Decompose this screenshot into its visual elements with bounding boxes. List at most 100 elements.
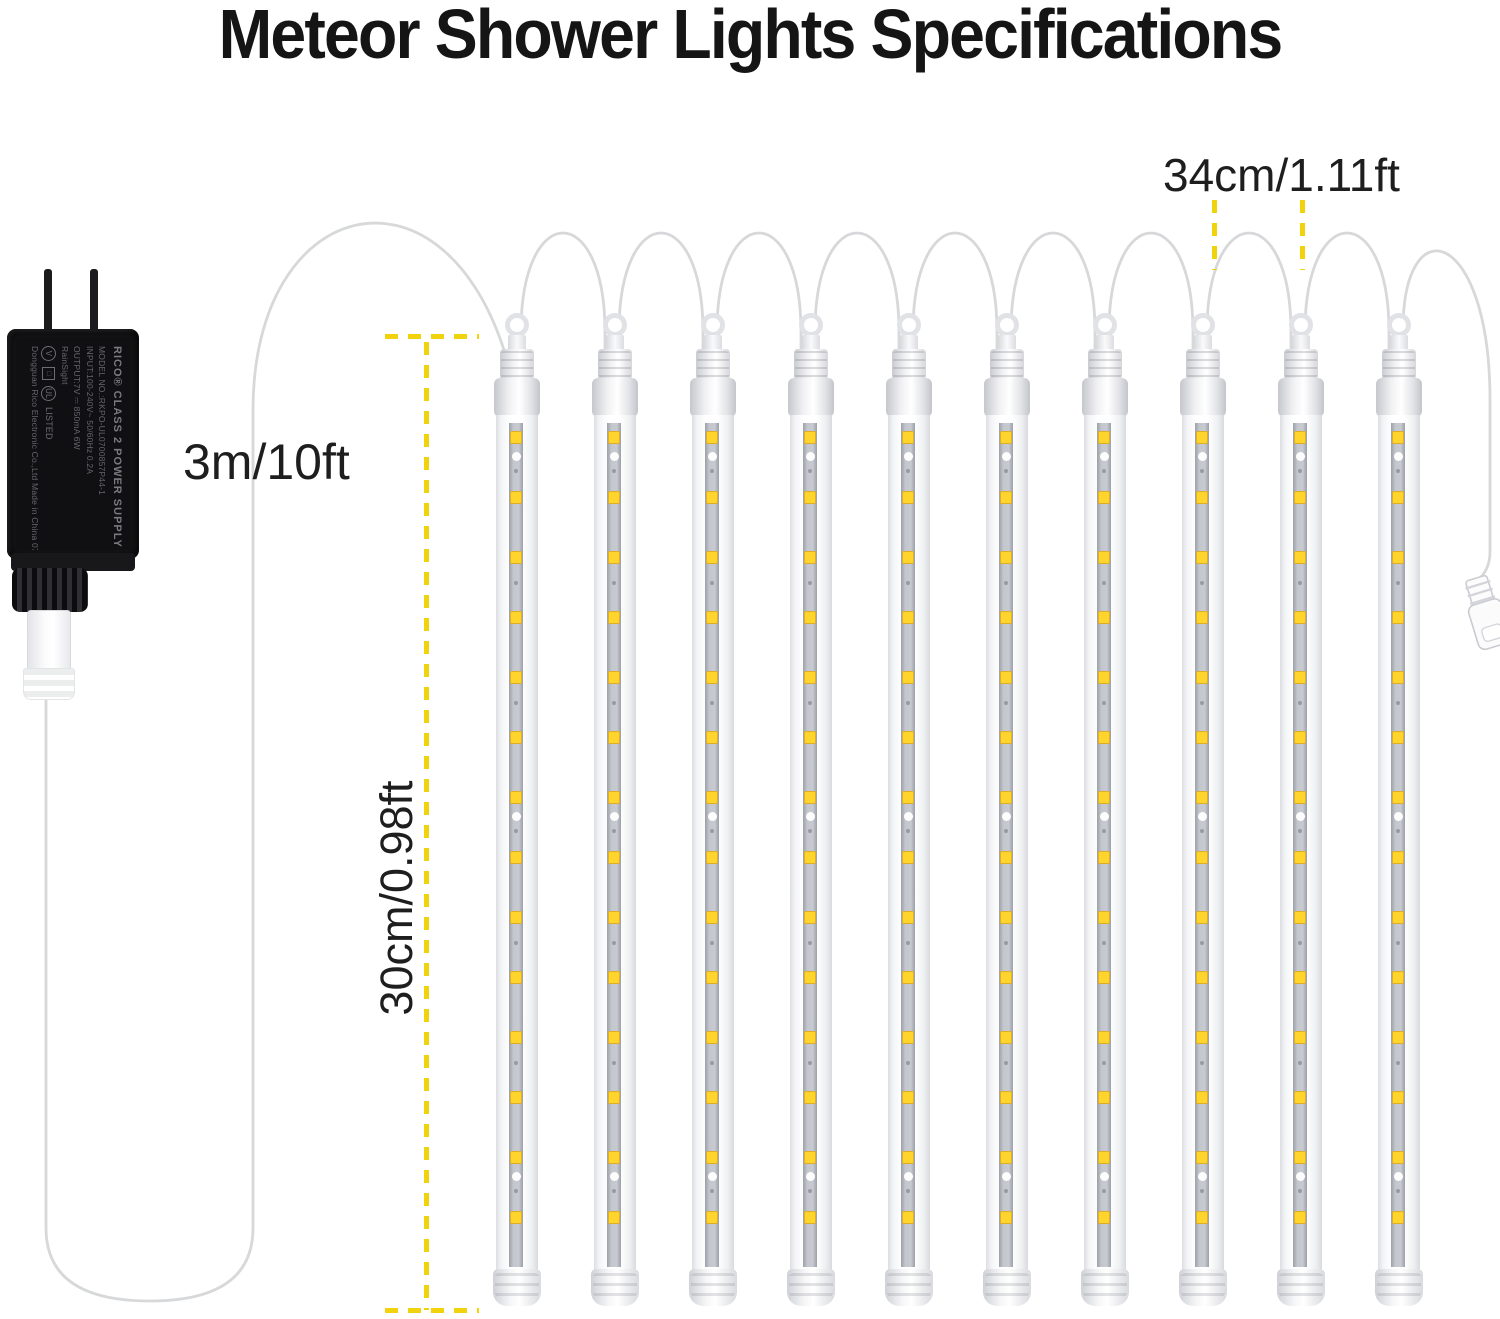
strip-hole-dot <box>805 812 815 821</box>
led-chip <box>608 1031 620 1044</box>
led-chip <box>804 911 816 924</box>
led-chip <box>1392 1211 1404 1224</box>
strip-hole-dot <box>707 1172 717 1181</box>
led-chip <box>1392 851 1404 864</box>
strip-hole-dot <box>1099 812 1109 821</box>
led-chip <box>804 851 816 864</box>
strip-rivet-dot <box>710 701 714 705</box>
led-chip <box>1196 611 1208 624</box>
strip-rivet-dot <box>1004 701 1008 705</box>
strip-hole-dot <box>1393 452 1403 461</box>
strip-hole-dot <box>1197 812 1207 821</box>
tube-collar <box>1180 378 1226 417</box>
led-chip <box>902 971 914 984</box>
strip-rivet-dot <box>808 701 812 705</box>
adapter-line: INPUT:100-240V~ 50/60Hz 0.2A <box>84 346 95 475</box>
adapter-footer-line: Dongguan Rico Electronic Co.,Ltd Made in… <box>29 346 40 550</box>
led-chip <box>1000 971 1012 984</box>
length-dimension-line <box>424 342 429 1310</box>
hanging-hook-ring <box>505 313 529 337</box>
ul-listed-caption: LISTED <box>43 407 54 440</box>
led-chip <box>706 1151 718 1164</box>
led-chip <box>608 731 620 744</box>
led-chip <box>510 671 522 684</box>
led-chip <box>1098 551 1110 564</box>
led-chip <box>1392 431 1404 444</box>
strip-rivet-dot <box>1298 701 1302 705</box>
strip-rivet-dot <box>1004 1061 1008 1065</box>
strip-rivet-dot <box>1396 701 1400 705</box>
tube-cap <box>1382 349 1416 380</box>
strip-hole-dot <box>609 452 619 461</box>
strip-rivet-dot <box>612 1061 616 1065</box>
led-chip <box>1294 851 1306 864</box>
led-chip <box>1294 971 1306 984</box>
strip-rivet-dot <box>1200 1189 1204 1193</box>
led-chip <box>1000 791 1012 804</box>
led-chip <box>1392 911 1404 924</box>
strip-rivet-dot <box>808 829 812 833</box>
led-chip <box>1196 1151 1208 1164</box>
strip-rivet-dot <box>1102 469 1106 473</box>
tube-length-label: 30cm/0.98ft <box>371 780 422 1016</box>
tube-bottom-cap <box>493 1269 541 1306</box>
strip-hole-dot <box>511 1172 521 1181</box>
strip-rivet-dot <box>1396 581 1400 585</box>
strip-rivet-dot <box>808 941 812 945</box>
strip-hole-dot <box>1197 1172 1207 1181</box>
wire-path <box>44 221 1492 1303</box>
led-chip <box>1000 431 1012 444</box>
tube-bottom-cap <box>1081 1269 1129 1306</box>
led-chip <box>1294 1211 1306 1224</box>
strip-rivet-dot <box>1004 469 1008 473</box>
led-chip <box>902 791 914 804</box>
tube-cap <box>794 349 828 380</box>
led-chip <box>1392 611 1404 624</box>
strip-hole-dot <box>707 812 717 821</box>
led-chip <box>1000 491 1012 504</box>
tube-neck <box>1390 335 1408 352</box>
strip-rivet-dot <box>710 581 714 585</box>
led-tube <box>983 313 1031 1308</box>
led-chip <box>608 971 620 984</box>
strip-hole-dot <box>903 1172 913 1181</box>
strip-rivet-dot <box>612 829 616 833</box>
strip-rivet-dot <box>1298 581 1302 585</box>
led-chip <box>706 551 718 564</box>
led-tube <box>885 313 933 1308</box>
double-insulation-icon: □ <box>41 367 55 380</box>
spacing-dimension-dash-left <box>1212 200 1217 270</box>
strip-rivet-dot <box>1102 1189 1106 1193</box>
tube-bottom-cap <box>787 1269 835 1306</box>
led-chip <box>608 911 620 924</box>
strip-rivet-dot <box>1396 829 1400 833</box>
strip-rivet-dot <box>906 829 910 833</box>
tube-neck <box>508 335 526 352</box>
strip-rivet-dot <box>514 581 518 585</box>
hanging-hook-ring <box>1387 313 1411 337</box>
adapter-label-text: RICO® CLASS 2 POWER SUPPLY MODEL NO.:RKP… <box>16 338 130 550</box>
led-tube <box>787 313 835 1308</box>
led-chip <box>1000 1091 1012 1104</box>
led-chip <box>1196 911 1208 924</box>
strip-rivet-dot <box>1102 941 1106 945</box>
led-chip <box>1098 791 1110 804</box>
led-chip <box>510 731 522 744</box>
led-chip <box>1000 671 1012 684</box>
led-chip <box>1098 971 1110 984</box>
strip-rivet-dot <box>1298 469 1302 473</box>
strip-rivet-dot <box>710 1189 714 1193</box>
strip-rivet-dot <box>808 581 812 585</box>
led-tube <box>493 313 541 1308</box>
adapter-label: RICO® CLASS 2 POWER SUPPLY MODEL NO.:RKP… <box>16 338 130 550</box>
tube-cap <box>1186 349 1220 380</box>
led-chip <box>1098 611 1110 624</box>
strip-rivet-dot <box>808 469 812 473</box>
led-strip <box>1293 423 1307 1267</box>
led-chip <box>1392 791 1404 804</box>
strip-hole-dot <box>1393 1172 1403 1181</box>
led-chip <box>706 791 718 804</box>
tube-collar <box>592 378 638 417</box>
hanging-hook-ring <box>603 313 627 337</box>
